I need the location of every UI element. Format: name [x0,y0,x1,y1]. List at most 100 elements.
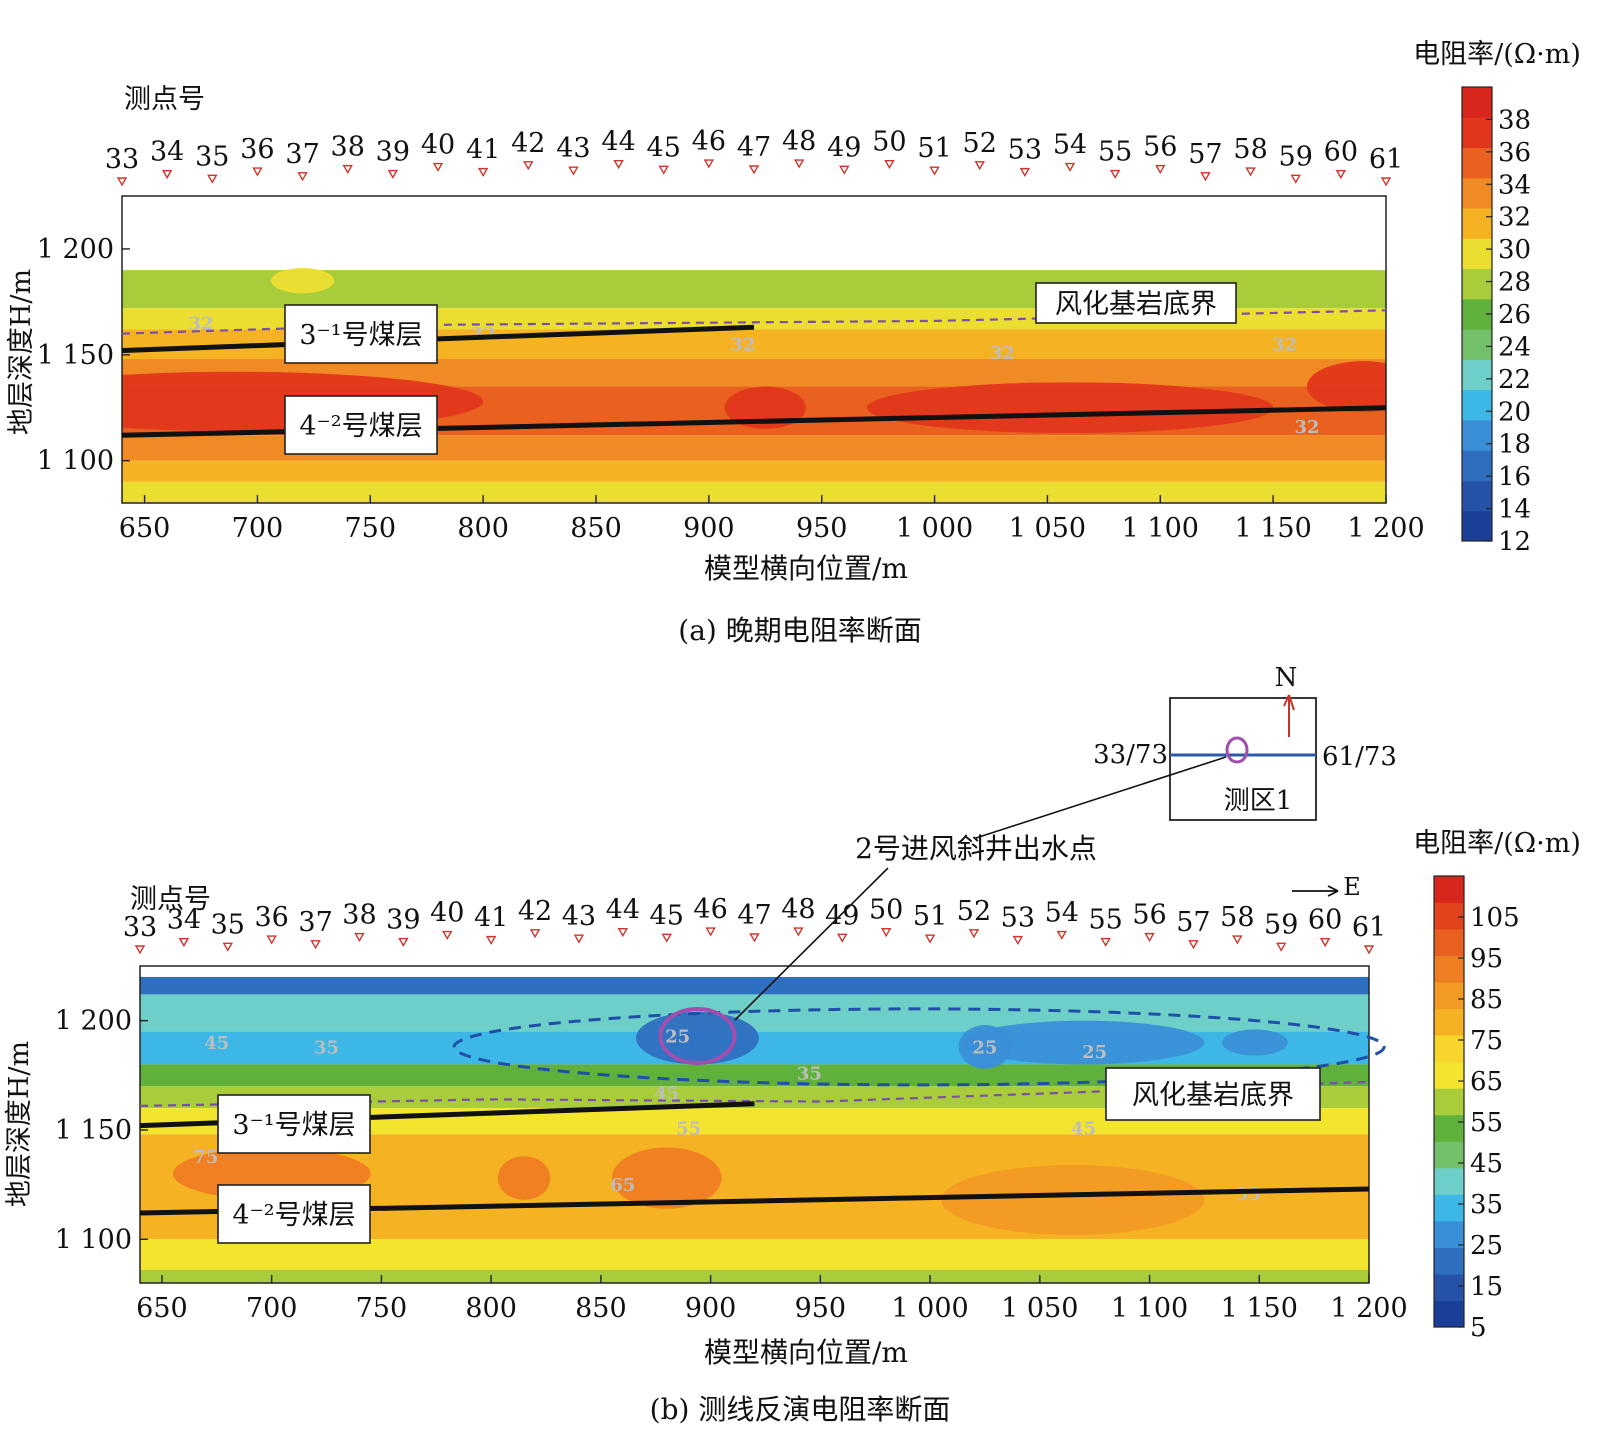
station-label: 50 [869,895,903,926]
seam-upper-line [121,324,755,354]
station-marker-icon [929,166,940,176]
north-arrow-head-icon [1283,694,1295,711]
colorbar-tick-label: 28 [1498,268,1531,298]
x-tick-label: 950 [795,1293,847,1324]
panel-a-stations: 33 34 35 36 37 38 39 40 41 42 43 44 45 46 47 48 49 50 51 52… [105,126,1403,187]
station-marker-icon [1144,932,1155,943]
x-tick-label: 1 050 [1001,1293,1078,1324]
station-label: 54 [1045,898,1079,929]
station-marker-icon [1056,930,1067,940]
colorbar-swatch [1434,955,1464,983]
station-label: 48 [781,894,815,925]
inset-water-point-circle [1225,736,1249,764]
station-label: 40 [421,130,455,161]
station-marker-icon [134,945,146,955]
panel-b-contour-label-8: 45 [1071,1118,1096,1139]
colorbar-tick-label: 65 [1470,1067,1503,1097]
panel-b-colorbar-title: 电阻率/(Ω·m) [1413,828,1581,859]
station-marker-icon [1064,162,1076,172]
station-label: 39 [376,137,410,168]
x-tick-label: 650 [119,513,171,544]
station-label: 40 [430,898,464,929]
colorbar-swatch [1434,929,1464,957]
station-marker-icon [398,937,409,947]
station-marker-icon [1155,164,1166,175]
colorbar-tick-label: 14 [1498,495,1531,525]
station-marker-icon [1245,167,1256,177]
colorbar-swatch [1462,510,1492,542]
panel-b-contour-label-2: 25 [665,1027,690,1048]
station-marker-icon [617,927,629,938]
x-tick-label: 850 [570,513,622,544]
station-marker-icon [748,165,760,175]
leader-line-to-inset [975,756,1227,839]
inset-right-label: 61/73 [1322,742,1397,772]
station-marker-icon [568,166,579,176]
panel-a-station-header: 测点号 [124,84,205,115]
station-label: 61 [1352,912,1386,943]
panel-a-anomaly-3 [1307,361,1386,412]
station-marker-icon [880,927,892,938]
panel-b-x-ticks: 650 700 750 800 850 900 950 1 000 1 050 1 100 1 15… [136,1275,1408,1324]
station-marker-icon [1290,174,1301,184]
panel-b-stations: 33 34 35 36 37 38 39 40 41 42 43 44 45 46 47 48 49 50 51 52… [123,894,1386,955]
station-marker-icon [1188,940,1199,950]
station-marker-icon [1012,935,1024,946]
x-tick-label: 850 [575,1293,627,1324]
panel-a-contour-label-2: 32 [730,335,755,356]
panel-b-contour-label-1: 35 [314,1037,339,1058]
station-marker-icon [793,927,804,937]
colorbar-tick-label: 32 [1498,203,1531,233]
station-label: 57 [1188,139,1222,170]
colorbar-tick-label: 22 [1498,365,1531,395]
station-marker-icon [703,159,715,169]
station-marker-icon [793,159,805,169]
y-tick-label: 1 200 [55,1006,132,1037]
panel-b-annotations: 3⁻¹号煤层 4⁻²号煤层 风化基岩底界 [139,1006,1386,1244]
colorbar-tick-label: 36 [1498,138,1531,168]
station-label: 47 [737,132,771,163]
station-label: 49 [825,900,859,931]
colorbar-tick-label: 35 [1470,1190,1503,1220]
colorbar-swatch [1434,1167,1464,1195]
seam-upper-label: 3⁻¹号煤层 [232,1110,355,1141]
x-tick-label: 750 [345,513,397,544]
panel-a-x-ticks: 650 700 750 800 850 900 950 1 000 1 050 1 100 1 15… [119,495,1425,544]
colorbar-swatch [1434,876,1464,904]
seam-lower-label-box [217,1184,371,1244]
colorbar-tick-label: 25 [1470,1231,1503,1261]
water-point-circle [658,1006,737,1065]
x-tick-label: 1 100 [1122,513,1199,544]
colorbar-tick-label: 20 [1498,397,1531,427]
station-label: 56 [1143,132,1177,163]
panel-b-colorbar: 电阻率/(Ω·m) 5 15 25 35 45 55 65 75 85 95 105 [1413,828,1581,1343]
x-tick-label: 800 [457,513,509,544]
station-label: 50 [872,127,906,158]
station-marker-icon [1200,172,1211,182]
panel-b-contour-label-4: 25 [1082,1042,1107,1063]
x-tick-label: 1 100 [1111,1293,1188,1324]
x-tick-label: 900 [685,1293,737,1324]
anomaly-boundary-ellipse [452,1007,1386,1087]
station-marker-icon [968,929,980,939]
station-marker-icon [1335,169,1347,180]
panel-a-x-axis-label: 模型横向位置/m [704,552,908,585]
station-marker-icon [116,177,128,187]
colorbar-tick-label: 45 [1470,1149,1503,1179]
x-tick-label: 1 150 [1234,513,1311,544]
station-label: 56 [1132,900,1166,931]
station-label: 55 [1098,137,1132,168]
x-tick-label: 700 [246,1293,298,1324]
colorbar-swatch [1434,1114,1464,1142]
y-tick-label: 1 100 [55,1224,132,1255]
x-tick-label: 950 [796,513,848,544]
panel-b-x-axis-label: 模型横向位置/m [704,1336,908,1369]
station-marker-icon [178,937,190,948]
station-label: 53 [1001,903,1035,934]
panel-b-contour-label-11: 55 [1236,1184,1261,1205]
station-label: 58 [1220,902,1254,933]
panel-a-contour-label-5: 32 [1294,417,1319,438]
y-tick-label: 1 100 [37,446,114,477]
